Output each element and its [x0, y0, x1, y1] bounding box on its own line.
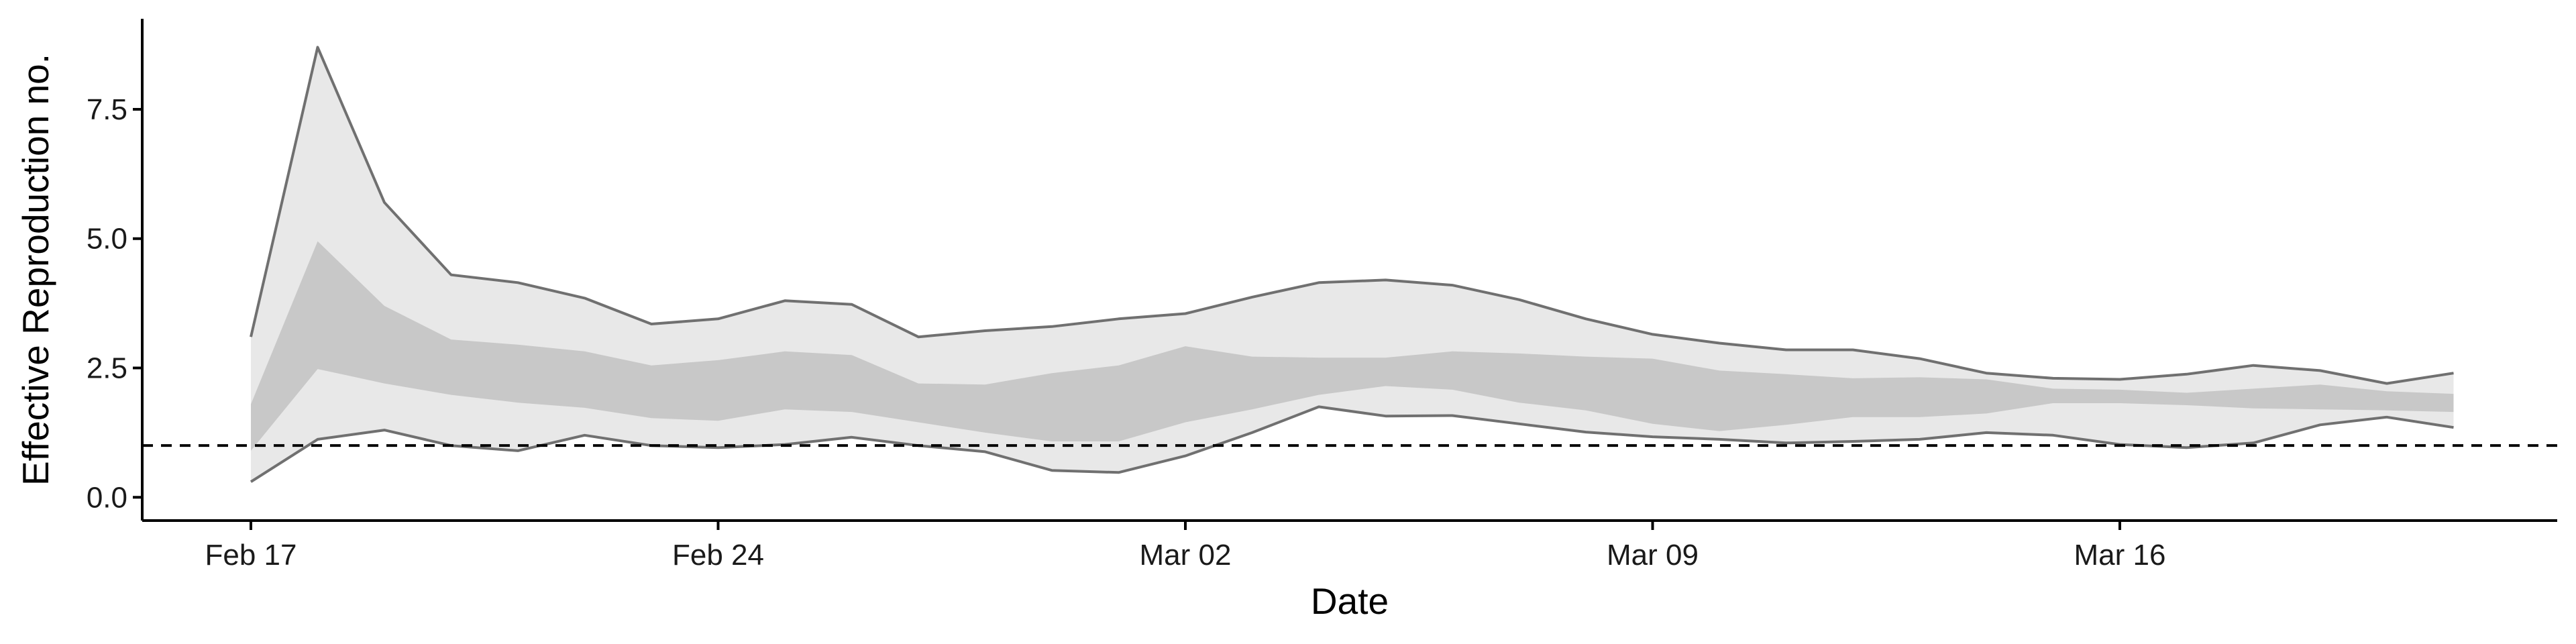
- x-tick-label: Mar 02: [1140, 539, 1232, 572]
- uncertainty-bands: [250, 46, 2454, 483]
- y-axis-title: Effective Reproduction no.: [15, 54, 56, 486]
- outer-band-upper-line: [250, 46, 2454, 385]
- x-tick-label: Mar 09: [1607, 539, 1699, 572]
- x-axis-title: Date: [1311, 580, 1389, 622]
- y-tick-label: 0.0: [87, 481, 127, 514]
- x-tick-label: Mar 16: [2074, 539, 2166, 572]
- x-ticks: Feb 17 Feb 24 Mar 02 Mar 09 Mar 16: [205, 521, 2166, 572]
- x-tick-label: Feb 24: [672, 539, 764, 572]
- inner-band-area: [251, 241, 2454, 451]
- y-tick-label: 7.5: [87, 93, 127, 126]
- outer-band-area: [251, 47, 2454, 482]
- axes: [141, 19, 2557, 522]
- y-ticks: 0.0 2.5 5.0 7.5: [87, 93, 142, 514]
- x-tick-label: Feb 17: [205, 539, 297, 572]
- y-tick-label: 2.5: [87, 352, 127, 385]
- y-tick-label: 5.0: [87, 223, 127, 256]
- outer-band-lower-line: [250, 405, 2454, 483]
